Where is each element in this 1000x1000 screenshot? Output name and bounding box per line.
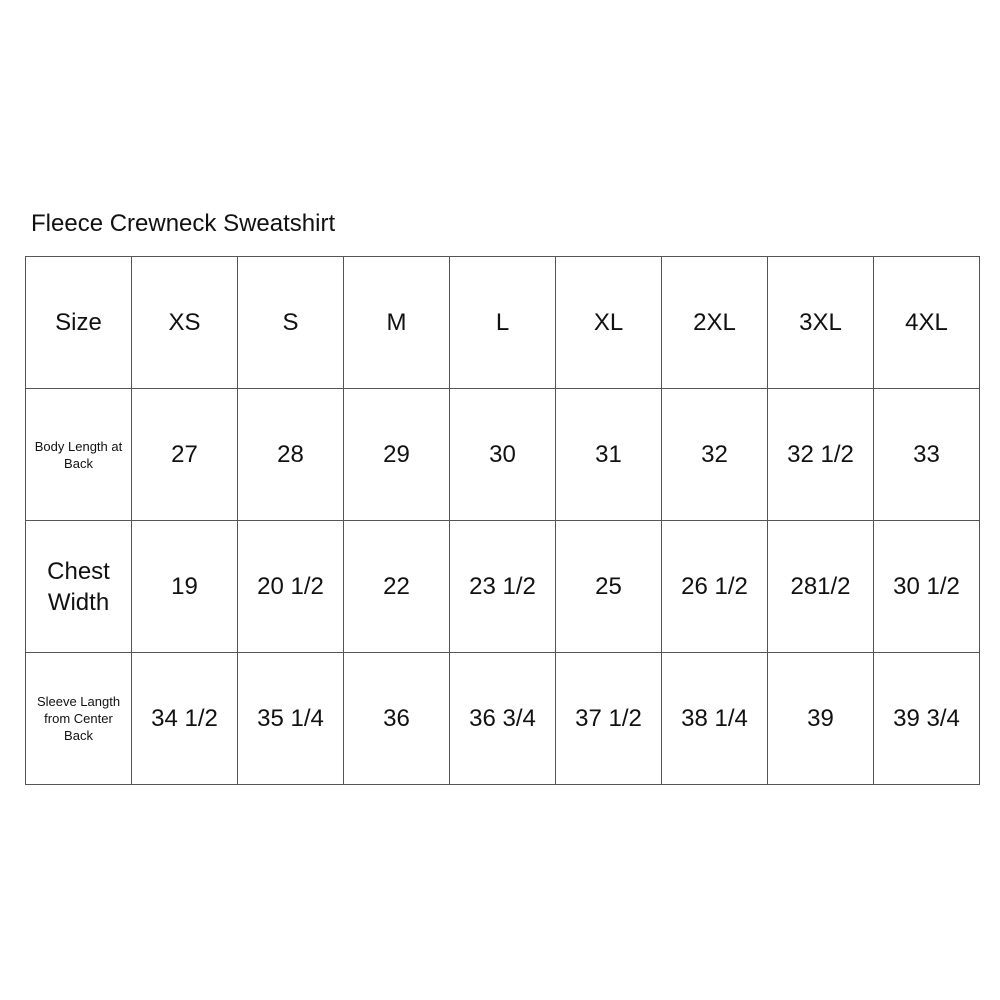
size-cell: S xyxy=(237,256,344,389)
value-cell: 20 1/2 xyxy=(237,520,344,653)
size-cell: M xyxy=(343,256,450,389)
row-label: Chest Width xyxy=(25,520,132,653)
value-cell: 25 xyxy=(555,520,662,653)
size-cell: XS xyxy=(131,256,238,389)
value-cell: 39 xyxy=(767,652,874,785)
value-cell: 36 3/4 xyxy=(449,652,556,785)
row-label-text: Chest Width xyxy=(47,557,110,616)
value-cell: 31 xyxy=(555,388,662,521)
value-cell: 19 xyxy=(131,520,238,653)
value-cell: 32 1/2 xyxy=(767,388,874,521)
table-row: Sleeve Langth from Center Back 34 1/2 35… xyxy=(25,652,980,785)
value-cell: 37 1/2 xyxy=(555,652,662,785)
value-cell: 30 xyxy=(449,388,556,521)
row-label-text: Sleeve Langth from Center Back xyxy=(36,694,121,743)
value-cell: 32 xyxy=(661,388,768,521)
size-chart-table: Size XS S M L XL 2XL 3XL 4XL Body Length… xyxy=(25,256,980,785)
value-cell: 36 xyxy=(343,652,450,785)
size-cell: 3XL xyxy=(767,256,874,389)
size-cell: L xyxy=(449,256,556,389)
chart-title: Fleece Crewneck Sweatshirt xyxy=(31,210,336,237)
value-cell: 22 xyxy=(343,520,450,653)
size-cell: XL xyxy=(555,256,662,389)
row-label: Sleeve Langth from Center Back xyxy=(25,652,132,785)
row-label-text: Body Length at Back xyxy=(34,438,123,471)
value-cell: 29 xyxy=(343,388,450,521)
value-cell: 30 1/2 xyxy=(873,520,980,653)
value-cell: 23 1/2 xyxy=(449,520,556,653)
value-cell: 38 1/4 xyxy=(661,652,768,785)
value-cell: 281/2 xyxy=(767,520,874,653)
value-cell: 35 1/4 xyxy=(237,652,344,785)
row-label: Body Length at Back xyxy=(25,388,132,521)
value-cell: 34 1/2 xyxy=(131,652,238,785)
value-cell: 26 1/2 xyxy=(661,520,768,653)
value-cell: 28 xyxy=(237,388,344,521)
size-cell: 4XL xyxy=(873,256,980,389)
value-cell: 27 xyxy=(131,388,238,521)
table-row: Body Length at Back 27 28 29 30 31 32 32… xyxy=(25,388,980,521)
row-label: Size xyxy=(25,256,132,389)
value-cell: 33 xyxy=(873,388,980,521)
header-row: Size XS S M L XL 2XL 3XL 4XL xyxy=(25,256,980,389)
table-row: Chest Width 19 20 1/2 22 23 1/2 25 26 1/… xyxy=(25,520,980,653)
size-cell: 2XL xyxy=(661,256,768,389)
value-cell: 39 3/4 xyxy=(873,652,980,785)
